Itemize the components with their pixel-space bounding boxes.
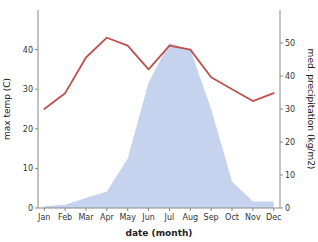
x-tick-label: Dec <box>266 213 281 222</box>
x-tick <box>106 208 107 211</box>
x-tick-label: Apr <box>100 213 115 222</box>
y2-tick <box>280 175 283 176</box>
x-tick-label: Aug <box>182 213 198 222</box>
precipitation-area <box>44 43 273 208</box>
x-tick <box>44 208 45 211</box>
y2-tick <box>280 142 283 143</box>
y-tick <box>35 208 38 209</box>
y2-tick-label: 20 <box>285 138 295 147</box>
chart: Jan Feb Mar Apr May Jun Jul Aug Sep Oct Nov Dec 0 10 2… <box>0 0 318 242</box>
x-axis-label: date (month) <box>126 228 193 238</box>
y2-tick <box>280 76 283 77</box>
y-tick <box>35 89 38 90</box>
y2-tick <box>280 109 283 110</box>
x-tick-label: Jun <box>141 213 155 222</box>
temperature-line <box>44 38 273 109</box>
x-tick-label: Jan <box>37 213 50 222</box>
x-tick-label: Feb <box>58 213 72 222</box>
y2-tick-label: 0 <box>285 204 290 213</box>
x-tick <box>252 208 253 211</box>
y-axis-line <box>38 10 39 208</box>
y-tick <box>35 49 38 50</box>
x-tick-label: Nov <box>245 213 261 222</box>
y2-tick-label: 10 <box>285 171 295 180</box>
y2-tick <box>280 208 283 209</box>
x-axis-line <box>38 208 280 209</box>
x-tick-label: May <box>119 213 136 222</box>
series-group <box>44 38 273 208</box>
x-tick <box>169 208 170 211</box>
y-axis-label: max temp (C) <box>2 78 12 140</box>
y-tick-label: 10 <box>23 164 33 173</box>
x-tick <box>273 208 274 211</box>
x-tick <box>148 208 149 211</box>
x-tick-label: Jul <box>164 213 175 222</box>
y2-tick-label: 40 <box>285 72 295 81</box>
x-tick <box>85 208 86 211</box>
x-tick-label: Sep <box>204 213 219 222</box>
y-tick-label: 0 <box>28 204 33 213</box>
x-tick-label: Oct <box>225 213 239 222</box>
y2-tick <box>280 43 283 44</box>
y-tick-label: 40 <box>23 46 33 55</box>
y-tick-label: 30 <box>23 85 33 94</box>
y2-axis-label: med. precipitation (kg/m2) <box>306 49 316 170</box>
y-tick <box>35 128 38 129</box>
x-tick-label: Mar <box>78 213 94 222</box>
chart-container: Jan Feb Mar Apr May Jun Jul Aug Sep Oct Nov Dec 0 10 2… <box>0 0 318 242</box>
x-tick <box>127 208 128 211</box>
y-tick-label: 20 <box>23 125 33 134</box>
y-tick <box>35 168 38 169</box>
x-tick <box>211 208 212 211</box>
x-tick <box>65 208 66 211</box>
x-tick <box>232 208 233 211</box>
y2-tick-label: 50 <box>285 39 295 48</box>
y2-tick-label: 30 <box>285 105 295 114</box>
x-tick <box>190 208 191 211</box>
